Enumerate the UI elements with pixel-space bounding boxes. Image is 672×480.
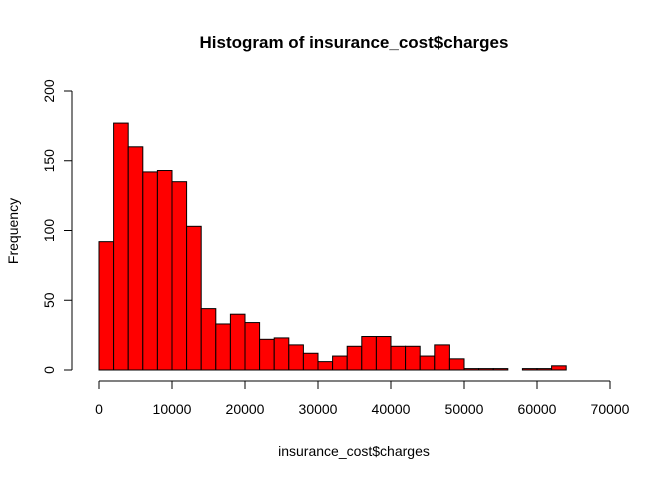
histogram-bar [215,323,231,371]
histogram-bar [492,368,509,371]
histogram-bar [113,122,129,371]
histogram-bar [448,358,465,371]
histogram-bar [551,365,567,371]
histogram-bar [302,352,319,371]
histogram-bar [244,322,261,371]
y-axis: 0 50 100 150 200 [41,79,73,374]
x-tick-label: 0 [95,401,103,417]
y-tick-label: 0 [41,366,57,374]
x-tick-label: 40000 [372,401,411,417]
y-tick-label: 50 [41,292,57,308]
histogram-bar [419,355,436,371]
y-tick-label: 150 [41,149,57,173]
x-tick-label: 70000 [591,401,630,417]
histogram-bar [98,241,115,371]
x-tick-label: 50000 [445,401,484,417]
histogram-bar [478,368,494,371]
histogram-bar [361,336,377,371]
x-axis: 0 10000 20000 30000 40000 50000 60000 70000 [95,380,630,417]
histogram-bar [156,170,173,371]
histogram-bar [171,181,188,371]
histogram-bar [405,345,421,371]
histogram-bar [259,338,275,371]
histogram-bar [186,225,202,371]
x-tick-label: 20000 [226,401,265,417]
histogram-bar [127,146,144,371]
y-axis-label: Frequency [5,198,21,264]
histogram-bar [229,313,246,371]
chart-title: Histogram of insurance_cost$charges [200,33,509,52]
histogram-bar [142,171,158,371]
histogram-bar [332,355,348,371]
y-tick-label: 100 [41,219,57,243]
x-axis-label: insurance_cost$charges [278,443,430,459]
histogram-bar [375,336,392,371]
histogram-bar [463,368,480,371]
x-tick-label: 30000 [299,401,338,417]
histogram-bar [200,308,217,371]
histogram-bar [288,344,304,371]
bars-group [98,122,567,371]
histogram-bar [346,345,363,371]
histogram-bar [536,368,553,371]
x-tick-label: 10000 [153,401,192,417]
histogram-bar [273,337,290,371]
histogram-bar [317,361,334,371]
histogram-bar [521,368,538,371]
histogram-bar [390,345,407,371]
x-tick-label: 60000 [518,401,557,417]
y-tick-label: 200 [41,79,57,103]
histogram-bar [434,344,450,371]
